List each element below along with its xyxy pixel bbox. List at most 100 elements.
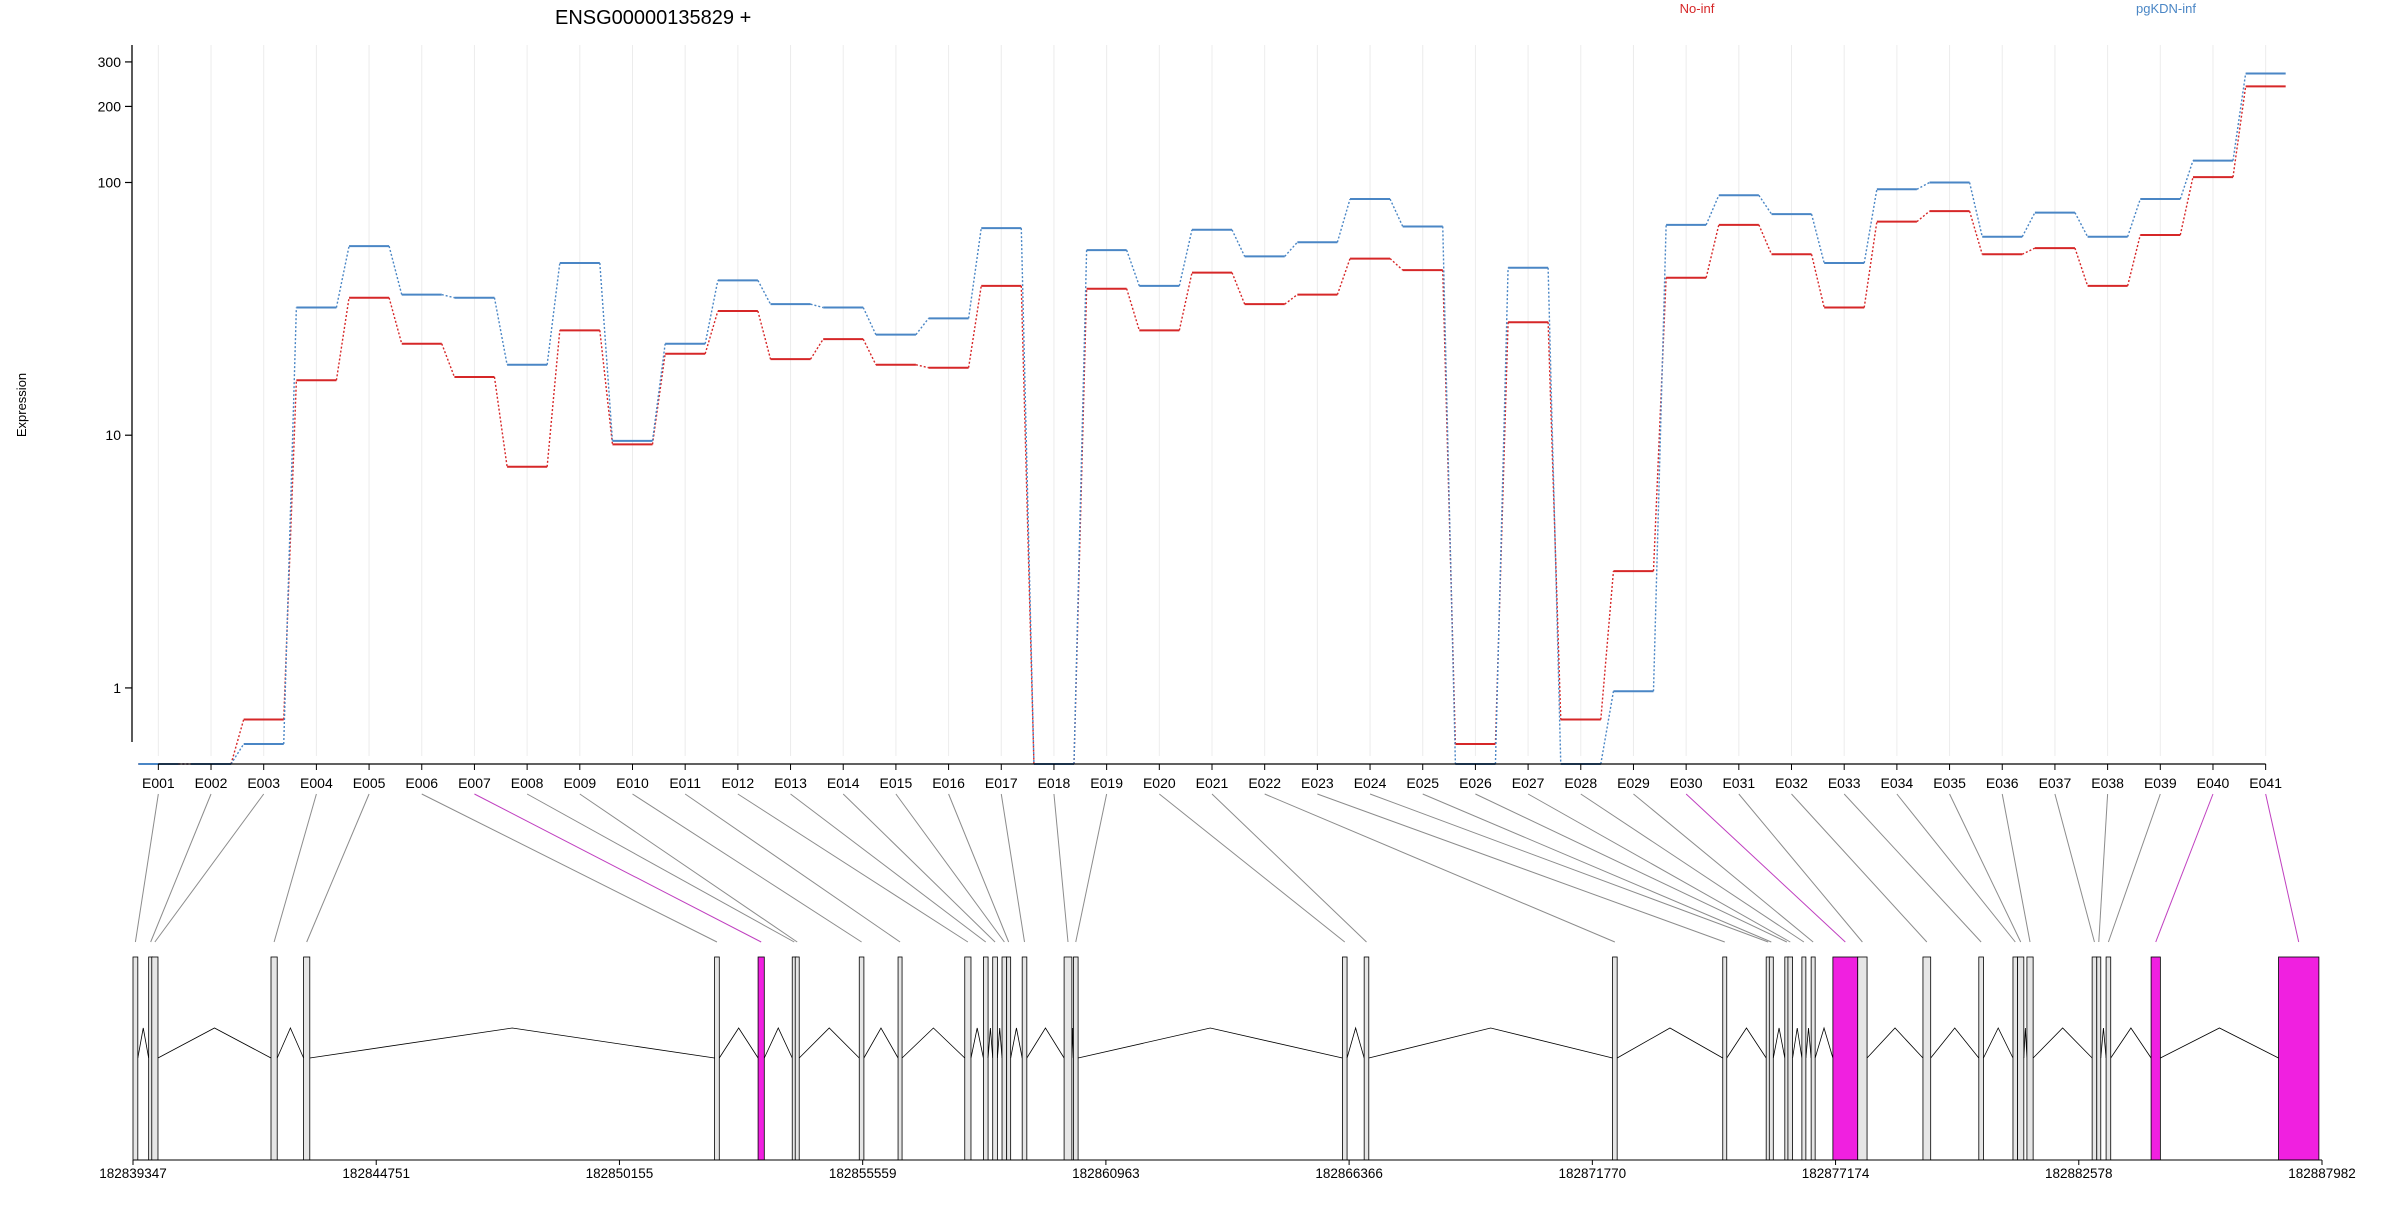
data-connector [1178, 229, 1193, 286]
data-connector [1231, 229, 1246, 257]
legend-no-inf: No-inf [1680, 1, 1715, 16]
exon-box [2012, 956, 2019, 1161]
intron-line [309, 1027, 715, 1059]
exon-box [2278, 956, 2320, 1161]
data-connector [704, 280, 719, 344]
exon-connector [1896, 793, 2016, 943]
x-tick-label: E035 [1933, 775, 1966, 791]
x-tick-label: E011 [669, 775, 701, 791]
data-connector [283, 380, 298, 720]
data-connector [1336, 198, 1351, 243]
exon-box [2026, 956, 2034, 1161]
data-connector [1125, 288, 1140, 331]
data-connector [1600, 691, 1615, 765]
data-connector [1916, 210, 1930, 223]
data-connector [283, 307, 298, 745]
exon-box [1832, 956, 1859, 1161]
exon-box [2096, 956, 2102, 1161]
data-connector [1705, 195, 1720, 226]
exon-connector [1843, 793, 1982, 943]
x-tick-label: E038 [2091, 775, 2124, 791]
data-connector [2021, 247, 2036, 255]
exon-box [1073, 956, 1079, 1161]
data-connector [1916, 181, 1930, 190]
exon-box [1810, 956, 1816, 1161]
data-connector [809, 338, 824, 360]
exon-connector [1685, 793, 1846, 943]
data-connector [230, 743, 245, 765]
x-tick-label: E001 [142, 775, 175, 791]
exon-box [1612, 956, 1618, 1161]
data-connector [651, 353, 666, 445]
intron-line [1078, 1027, 1343, 1059]
y-tick-label: 100 [98, 174, 122, 190]
genomic-tick-label: 182871770 [1559, 1166, 1627, 1181]
exon-box [1922, 956, 1932, 1161]
data-connector [2179, 160, 2194, 200]
intron-line [1983, 1027, 2014, 1059]
data-connector [2179, 176, 2194, 236]
y-tick-label: 10 [105, 427, 121, 443]
exon-box [1001, 956, 1008, 1161]
data-connector [704, 310, 719, 354]
data-connector [1336, 258, 1351, 295]
data-connector [1178, 272, 1193, 331]
x-tick-label: E015 [880, 775, 913, 791]
data-connector [810, 303, 824, 309]
genomic-tick-label: 182839347 [99, 1166, 167, 1181]
data-connector [2126, 234, 2141, 287]
x-tick-label: E031 [1722, 775, 1755, 791]
exon-connector [2107, 793, 2161, 943]
data-connector [1125, 249, 1140, 287]
x-tick-label: E027 [1512, 775, 1545, 791]
intron-line [1616, 1027, 1723, 1059]
x-tick-label: E023 [1301, 775, 1334, 791]
exon-box [1342, 956, 1348, 1161]
intron-line [1805, 1027, 1812, 1059]
genomic-tick-label: 182844751 [342, 1166, 410, 1181]
data-connector [1284, 241, 1298, 257]
data-connector [493, 297, 508, 365]
genomic-tick-label: 182882578 [2045, 1166, 2113, 1181]
data-connector [1389, 198, 1404, 227]
exon-box [303, 956, 311, 1161]
data-connector [388, 245, 403, 295]
data-connector [599, 262, 614, 441]
x-tick-label: E017 [985, 775, 1018, 791]
intron-line [1010, 1027, 1023, 1059]
exon-box [1006, 956, 1012, 1161]
exon-connector [1738, 793, 1863, 943]
y-axis-label: Expression [14, 373, 29, 437]
exon-box [2105, 956, 2112, 1161]
data-connector [1758, 224, 1773, 255]
chart-title: ENSG00000135829 + [555, 7, 751, 29]
data-connector [1705, 224, 1720, 278]
data-connector [1494, 267, 1509, 765]
exon-box [1978, 956, 1984, 1161]
x-tick-label: E016 [932, 775, 965, 791]
data-connector [2126, 198, 2141, 237]
intron-line [2110, 1027, 2152, 1059]
exon-connector [1633, 793, 1814, 943]
exon-connector [842, 793, 996, 943]
x-tick-label: E012 [722, 775, 755, 791]
data-connector [1758, 194, 1773, 215]
intron-line [1772, 1027, 1786, 1059]
x-tick-label: E002 [195, 775, 228, 791]
exon-connector [1053, 793, 1069, 943]
x-tick-label: E018 [1038, 775, 1071, 791]
x-tick-label: E009 [563, 775, 596, 791]
x-tick-label: E028 [1564, 775, 1597, 791]
exon-connector [1159, 793, 1346, 943]
data-connector [2074, 212, 2089, 238]
data-connector [1968, 182, 1983, 237]
x-tick-label: E034 [1881, 775, 1914, 791]
intron-line [987, 1027, 994, 1059]
x-tick-label: E029 [1617, 775, 1650, 791]
data-connector [967, 285, 982, 368]
data-connector [1968, 210, 1983, 255]
data-connector [441, 343, 456, 378]
x-tick-label: E032 [1775, 775, 1808, 791]
data-connector [1600, 571, 1615, 720]
genomic-tick-label: 182877174 [1802, 1166, 1870, 1181]
